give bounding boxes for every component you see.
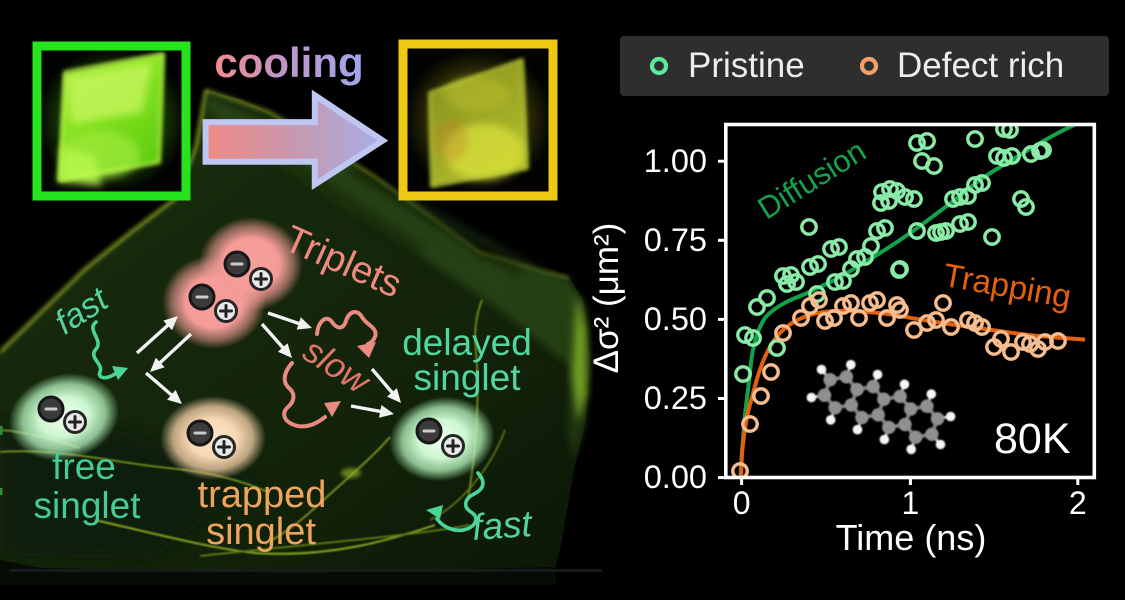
svg-text:0.25: 0.25: [644, 380, 707, 416]
svg-text:0: 0: [733, 485, 751, 521]
svg-text:Defect rich: Defect rich: [897, 46, 1064, 85]
svg-text:singlet: singlet: [34, 485, 142, 526]
svg-text:fast: fast: [471, 503, 535, 548]
svg-text:0.75: 0.75: [644, 222, 707, 258]
svg-text:cooling: cooling: [214, 39, 363, 86]
svg-text:Pristine: Pristine: [688, 46, 805, 85]
svg-text:2: 2: [1069, 485, 1087, 521]
svg-text:free: free: [52, 446, 116, 487]
svg-text:singlet: singlet: [414, 357, 522, 398]
svg-text:1.00: 1.00: [644, 143, 707, 179]
svg-text:delayed: delayed: [402, 322, 532, 363]
svg-text:0.00: 0.00: [644, 459, 707, 495]
svg-text:0.50: 0.50: [644, 301, 707, 337]
svg-text:1: 1: [902, 485, 920, 521]
svg-text:Time (ns): Time (ns): [836, 517, 987, 558]
svg-text:Δσ² (μm²): Δσ² (μm²): [587, 223, 626, 374]
svg-text:singlet: singlet: [206, 511, 316, 553]
svg-text:80K: 80K: [994, 415, 1071, 463]
svg-text:trapped: trapped: [198, 474, 327, 516]
